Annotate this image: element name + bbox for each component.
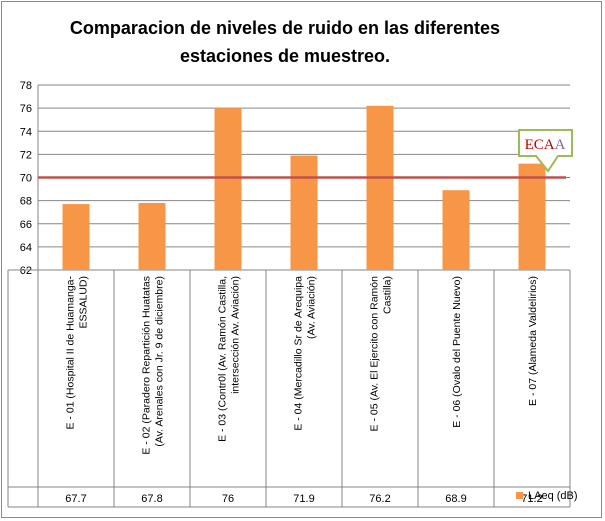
callout-box [518, 129, 573, 173]
y-tick-label: 64 [20, 242, 32, 254]
y-tick-label: 72 [20, 149, 32, 161]
category-label: (Av. Aviación) [306, 276, 318, 339]
category-label: Castilla) [382, 276, 394, 314]
legend-swatch [516, 492, 523, 499]
table-value: 67.7 [65, 493, 86, 505]
y-tick-label: 76 [20, 103, 32, 115]
bar [442, 190, 470, 270]
callout-eca-text: ECA [525, 137, 555, 153]
y-tick-label: 78 [20, 80, 32, 92]
bars [62, 105, 546, 270]
y-tick-label: 68 [20, 196, 32, 208]
legend-label: LAeq (dB) [528, 490, 578, 502]
category-label: E - 06 (Ovalo del Puente Nuevo) [451, 276, 463, 428]
legend: LAeq (dB) [516, 490, 578, 502]
callout-a-text: A [555, 137, 566, 153]
table-value: 76.2 [369, 493, 390, 505]
table-value: 71.2 [521, 493, 542, 505]
data-table: E - 01 (Hospital II de Huamanga- ESSALUD)… [65, 276, 543, 505]
category-label: E - 05 (Av. El Ejercito con Ramón [369, 276, 381, 432]
bar [214, 108, 242, 270]
y-tick-label: 66 [20, 219, 32, 231]
category-label: intersección Av. Aviación) [230, 276, 242, 394]
axes: 62 64 66 68 70 72 74 76 78 [7, 80, 571, 508]
table-value: 68.9 [445, 493, 466, 505]
category-label: E - 02 (Paradero Repartición Huatatas [141, 276, 153, 455]
y-tick-label: 74 [20, 126, 32, 138]
bar [366, 105, 394, 270]
callout-label: ECAA [525, 137, 566, 153]
table-value: 71.9 [293, 493, 314, 505]
eca-callout: ECAA [518, 129, 573, 173]
bar [518, 163, 546, 270]
bar [62, 204, 90, 270]
category-label: (Av. Arenales con Jr. 9 de diciembre) [154, 276, 166, 447]
y-tick-label: 62 [20, 265, 32, 277]
chart-title: Comparacion de niveles de ruido en las d… [0, 14, 570, 70]
category-label: E - 01 (Hospital II de Huamanga- [65, 276, 77, 430]
category-label: E - 07 (Alameda Valdelirios) [527, 276, 539, 406]
table-value: 67.8 [141, 493, 162, 505]
category-label: ESSALUD) [78, 276, 90, 329]
category-label: E - 03 (Contr0l (Av. Ramón Castilla, [217, 276, 229, 442]
bar [138, 202, 166, 270]
category-label: E - 04 (Mercadillo Sr de Arequipa [293, 276, 305, 431]
y-tick-label: 70 [20, 173, 32, 185]
bar [290, 155, 318, 270]
chart-title-line-2: estaciones de muestreo. [179, 46, 391, 66]
table-value: 76 [222, 493, 234, 505]
chart-title-line-1: Comparacion de niveles de ruido en las d… [69, 18, 501, 38]
